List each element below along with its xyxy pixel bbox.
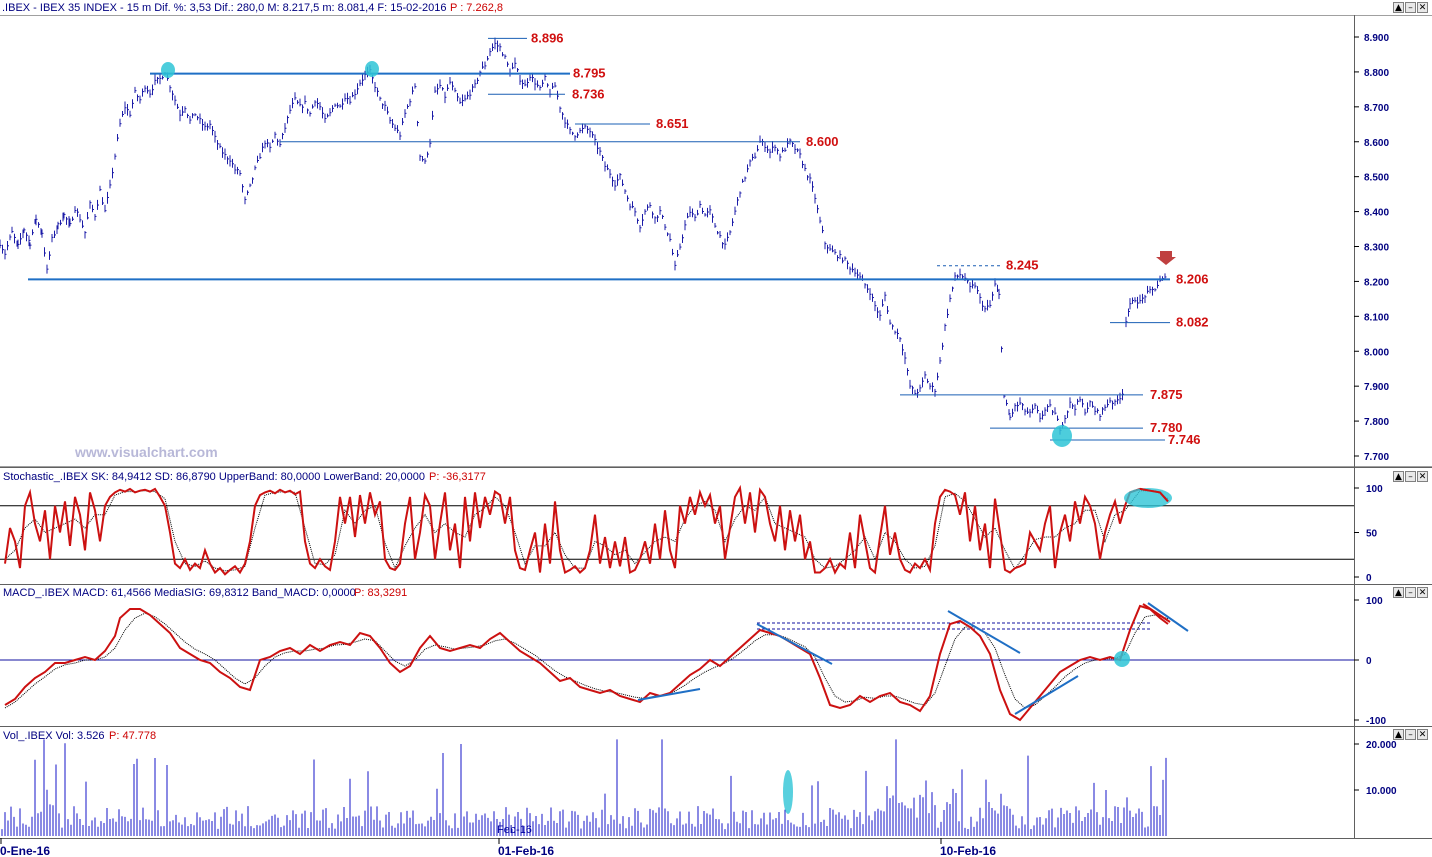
level-label: 7.875 <box>1150 387 1183 402</box>
stoch-y-tick-label: 0 <box>1366 573 1372 584</box>
pane-up-button[interactable]: ▲ <box>1393 2 1404 13</box>
stoch-up-button[interactable]: ▲ <box>1393 471 1404 482</box>
macd-y-tick-label: 100 <box>1366 596 1383 607</box>
macd-line <box>4 604 1169 722</box>
price-y-tick-label: 8.100 <box>1364 312 1389 323</box>
level-label: 8.736 <box>572 86 605 101</box>
highlight-marker <box>161 62 175 78</box>
price-y-tick-label: 8.200 <box>1364 277 1389 288</box>
price-pane-header-p: P : 7.262,8 <box>450 2 503 14</box>
price-y-tick-label: 8.900 <box>1364 33 1389 44</box>
stoch-y-tick-label: 50 <box>1366 529 1378 540</box>
price-pane: 8.896 8.795 8.736 8.651 8.600 8.245 8.206 8.082… <box>0 30 1209 447</box>
level-label: 8.651 <box>656 116 689 131</box>
level-label: 8.795 <box>573 66 606 81</box>
price-y-tick-label: 7.800 <box>1364 417 1389 428</box>
stoch-pane-header: Stochastic_.IBEX SK: 84,9412 SD: 86,8790… <box>3 471 425 483</box>
stochastic-pane <box>0 484 1354 576</box>
macd-highlight <box>1114 651 1130 667</box>
down-arrow-icon <box>1156 251 1176 265</box>
macd-red-trend <box>1142 603 1171 623</box>
vol-up-button[interactable]: ▲ <box>1393 729 1404 740</box>
price-y-tick-label: 8.600 <box>1364 138 1389 149</box>
level-label: 8.206 <box>1176 271 1209 286</box>
level-label: 8.082 <box>1176 315 1209 330</box>
macd-y-tick-label: 0 <box>1366 656 1372 667</box>
stoch-pane-header-p: P: -36,3177 <box>429 471 486 483</box>
volume-highlight <box>783 770 793 814</box>
volume-x-label: Feb-16 <box>497 824 532 836</box>
trend-line <box>1147 602 1189 632</box>
trend-line <box>756 623 833 665</box>
frame <box>0 15 1432 839</box>
level-label: 8.896 <box>531 30 564 45</box>
level-label: 7.780 <box>1150 420 1183 435</box>
price-y-tick-label: 8.400 <box>1364 208 1389 219</box>
price-y-tick-label: 7.900 <box>1364 382 1389 393</box>
level-label: 8.245 <box>1006 258 1039 273</box>
macd-close-button[interactable]: ✕ <box>1417 587 1428 598</box>
vol-y-tick-label: 10.000 <box>1366 786 1397 797</box>
trend-line <box>637 688 701 701</box>
macd-pane-header: MACD_.IBEX MACD: 61,4566 MediaSIG: 69,83… <box>3 587 356 599</box>
price-y-tick-label: 7.700 <box>1364 452 1389 463</box>
macd-up-button[interactable]: ▲ <box>1393 587 1404 598</box>
price-y-tick-label: 8.700 <box>1364 103 1389 114</box>
price-y-tick-label: 8.500 <box>1364 173 1389 184</box>
x-tick-label: 10-Feb-16 <box>940 844 996 857</box>
vol-pane-header-p: P: 47.778 <box>109 730 156 742</box>
macd-y-tick-label: -100 <box>1366 716 1386 727</box>
macd-minimize-button[interactable]: – <box>1405 587 1416 598</box>
vol-minimize-button[interactable]: – <box>1405 729 1416 740</box>
price-y-tick-label: 8.800 <box>1364 68 1389 79</box>
volume-pane: Feb-16 <box>1 739 1167 836</box>
trend-line <box>1014 675 1079 715</box>
level-label: 8.600 <box>806 134 839 149</box>
level-label: 7.746 <box>1168 432 1201 447</box>
watermark: www.visualchart.com <box>74 444 218 460</box>
price-pane-header: .IBEX - IBEX 35 INDEX - 15 m Dif. %: 3,5… <box>2 2 447 14</box>
macd-pane-header-p: P: 83,3291 <box>354 587 407 599</box>
macd-signal-line <box>4 612 1169 709</box>
pane-close-button[interactable]: ✕ <box>1417 2 1428 13</box>
price-y-tick-label: 8.300 <box>1364 243 1389 254</box>
x-tick-label: 0-Ene-16 <box>0 844 50 857</box>
axes: 8.900 8.800 8.700 8.600 8.500 8.400 8.300 8.200… <box>0 33 1397 857</box>
price-y-tick-label: 8.000 <box>1364 347 1389 358</box>
x-tick-label: 01-Feb-16 <box>498 844 554 857</box>
stoch-sk-end <box>1139 487 1169 503</box>
stoch-y-tick-label: 100 <box>1366 484 1383 495</box>
stoch-sk-line <box>4 484 1169 576</box>
trend-line <box>947 610 1021 654</box>
macd-pane <box>0 602 1354 722</box>
stoch-minimize-button[interactable]: – <box>1405 471 1416 482</box>
highlight-marker <box>365 61 379 77</box>
pane-minimize-button[interactable]: – <box>1405 2 1416 13</box>
vol-pane-header: Vol_.IBEX Vol: 3.526 <box>3 730 105 742</box>
stoch-close-button[interactable]: ✕ <box>1417 471 1428 482</box>
vol-y-tick-label: 20.000 <box>1366 740 1397 751</box>
vol-close-button[interactable]: ✕ <box>1417 729 1428 740</box>
highlight-marker <box>1052 425 1072 447</box>
